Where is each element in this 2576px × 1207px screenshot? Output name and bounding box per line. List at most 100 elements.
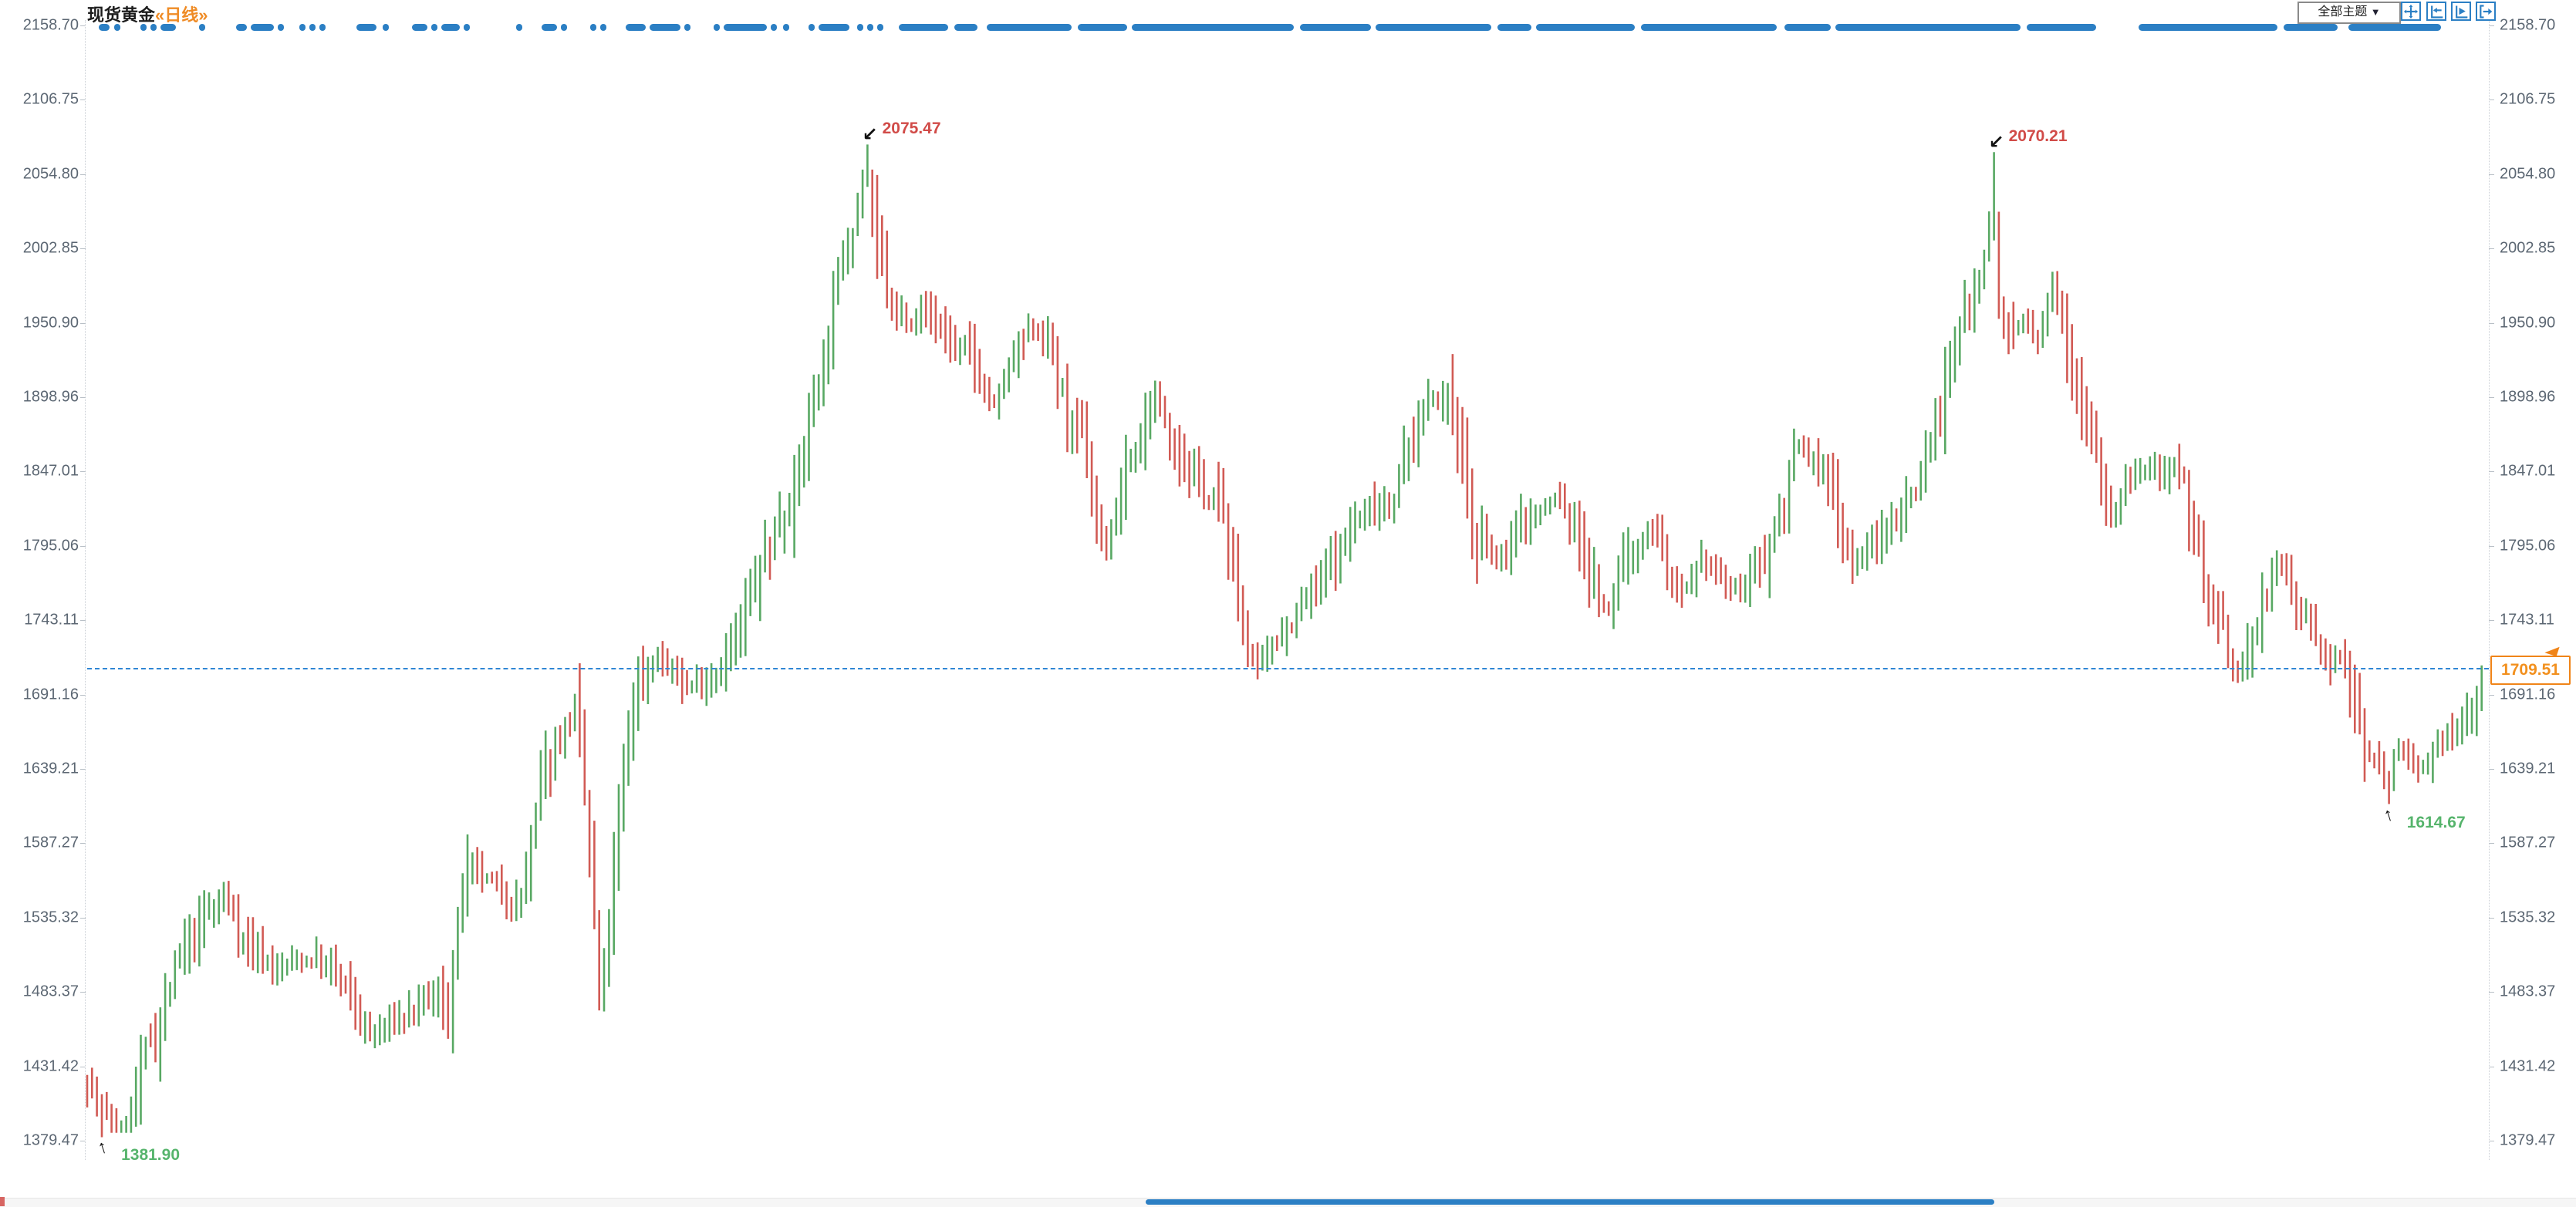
current-price-line xyxy=(87,667,2489,669)
session-marker xyxy=(2139,24,2277,31)
session-marker xyxy=(1536,24,1635,31)
session-marker xyxy=(412,24,427,31)
left-axis-tick xyxy=(80,843,86,845)
session-marker xyxy=(2027,24,2096,31)
session-marker xyxy=(684,24,690,31)
left-axis-label: 1743.11 xyxy=(24,611,79,629)
session-marker xyxy=(626,24,646,31)
left-axis-label: 2054.80 xyxy=(22,165,79,183)
session-marker xyxy=(1132,24,1294,31)
session-marker xyxy=(714,24,720,31)
play-axis-icon xyxy=(2453,4,2469,19)
right-axis-tick xyxy=(2489,99,2494,101)
session-marker xyxy=(561,24,567,31)
session-marker xyxy=(441,24,460,31)
session-marker xyxy=(650,24,680,31)
extreme-value-label: 1381.90 xyxy=(121,1146,181,1165)
session-marker xyxy=(857,24,863,31)
session-marker xyxy=(542,24,557,31)
play-axis-button[interactable] xyxy=(2451,2,2471,21)
right-axis-tick xyxy=(2489,843,2494,845)
session-marker xyxy=(464,24,470,31)
left-axis-label: 1379.47 xyxy=(22,1131,79,1149)
session-marker xyxy=(1835,24,2021,31)
left-axis-tick xyxy=(80,322,86,324)
left-axis-label: 1431.42 xyxy=(22,1057,79,1075)
extreme-value-label: 1614.67 xyxy=(2406,813,2466,831)
pan-icon xyxy=(2403,4,2419,19)
session-marker xyxy=(356,24,376,31)
pan-button[interactable] xyxy=(2401,2,2421,21)
session-marker xyxy=(1641,24,1777,31)
left-axis-label: 2158.70 xyxy=(22,16,79,34)
session-marker xyxy=(954,24,977,31)
session-marker xyxy=(724,24,767,31)
session-marker xyxy=(278,24,284,31)
left-axis-label: 1898.96 xyxy=(22,388,79,406)
session-marker xyxy=(867,24,873,31)
session-marker xyxy=(319,24,326,31)
right-axis-tick xyxy=(2489,25,2494,26)
horizontal-scrollbar-thumb[interactable] xyxy=(1146,1199,1994,1205)
session-marker xyxy=(899,24,948,31)
left-axis-tick xyxy=(80,992,86,993)
left-axis-tick xyxy=(80,471,86,473)
session-marker xyxy=(516,24,522,31)
down-bars xyxy=(86,169,2453,1138)
left-axis-tick xyxy=(80,545,86,547)
step-right-button[interactable] xyxy=(2476,2,2496,21)
step-right-icon xyxy=(2478,4,2493,19)
themes-dropdown-button[interactable]: 全部主题 ▼ xyxy=(2297,2,2401,24)
session-marker xyxy=(114,24,120,31)
current-price-tag[interactable]: 1709.51 xyxy=(2490,655,2571,685)
right-axis-label: 1950.90 xyxy=(2500,314,2556,332)
left-axis-tick xyxy=(80,620,86,622)
period-label: «日线» xyxy=(155,5,208,25)
session-marker xyxy=(383,24,389,31)
chevron-down-icon: ▼ xyxy=(2370,6,2381,18)
session-marker xyxy=(819,24,849,31)
left-axis-label: 1847.01 xyxy=(22,462,79,480)
session-marker xyxy=(2284,24,2338,31)
session-marker xyxy=(309,24,316,31)
right-axis-label: 2158.70 xyxy=(2500,16,2556,34)
right-axis-tick xyxy=(2489,471,2494,473)
session-marker xyxy=(140,24,147,31)
up-bars xyxy=(120,144,2483,1133)
left-axis-tick xyxy=(80,694,86,696)
left-axis-label: 1795.06 xyxy=(22,537,79,555)
session-marker xyxy=(199,24,205,31)
peak-arrow-icon: ↙ xyxy=(1988,132,2004,153)
right-axis-label: 1483.37 xyxy=(2500,983,2556,1000)
right-axis-tick xyxy=(2489,248,2494,250)
fit-axis-button[interactable] xyxy=(2426,2,2446,21)
right-axis-tick xyxy=(2489,620,2494,622)
left-axis-label: 1639.21 xyxy=(22,760,79,777)
right-axis-tick xyxy=(2489,769,2494,770)
right-axis-tick xyxy=(2489,694,2494,696)
fit-axis-left-icon xyxy=(2429,4,2444,19)
session-marker xyxy=(431,24,437,31)
left-axis-line xyxy=(85,20,86,1160)
session-marker xyxy=(1784,24,1831,31)
themes-dropdown-label: 全部主题 xyxy=(2318,5,2368,19)
session-marker xyxy=(236,24,247,31)
session-marker xyxy=(987,24,1072,31)
left-axis-tick xyxy=(80,25,86,26)
session-marker xyxy=(809,24,815,31)
session-marker xyxy=(771,24,777,31)
left-axis-label: 2106.75 xyxy=(22,90,79,108)
symbol-name: 现货黄金 xyxy=(87,5,156,25)
session-marker xyxy=(251,24,274,31)
right-axis-label: 1379.47 xyxy=(2500,1131,2556,1149)
right-axis-label: 1691.16 xyxy=(2500,686,2556,703)
session-marker xyxy=(1300,24,1371,31)
right-axis-tick xyxy=(2489,322,2494,324)
right-axis-tick xyxy=(2489,545,2494,547)
session-marker xyxy=(590,24,596,31)
session-marker xyxy=(1078,24,1127,31)
session-marker xyxy=(150,24,157,31)
session-marker xyxy=(99,24,110,31)
session-marker xyxy=(160,24,176,31)
